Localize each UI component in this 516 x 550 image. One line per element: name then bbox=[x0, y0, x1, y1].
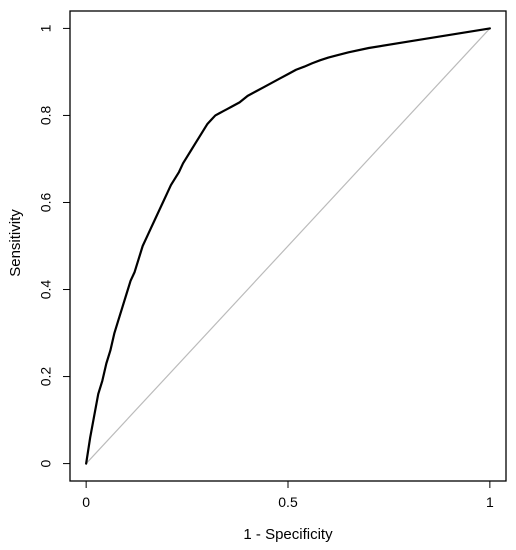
reference-diagonal-line bbox=[85, 27, 491, 465]
y-tick-label: 0.8 bbox=[38, 106, 54, 126]
y-tick-label: 0.2 bbox=[38, 367, 54, 387]
y-axis-title: Sensitivity bbox=[7, 209, 24, 277]
y-tick-label: 0.4 bbox=[38, 280, 54, 300]
series-layer bbox=[85, 27, 491, 465]
x-axis-title: 1 - Specificity bbox=[243, 526, 333, 543]
y-axis: 0 0.2 0.4 0.6 0.8 1 bbox=[38, 24, 70, 467]
x-tick-label: 0 bbox=[82, 494, 90, 510]
reference-layer bbox=[85, 27, 491, 465]
x-tick-label: 1 bbox=[486, 494, 494, 510]
y-tick-label: 1 bbox=[38, 24, 54, 32]
roc-curve-line bbox=[85, 27, 491, 465]
y-tick-label: 0.6 bbox=[38, 193, 54, 213]
x-tick-label: 0.5 bbox=[278, 494, 298, 510]
y-tick-label: 0 bbox=[38, 459, 54, 467]
x-axis: 0 0.5 1 bbox=[82, 481, 494, 510]
